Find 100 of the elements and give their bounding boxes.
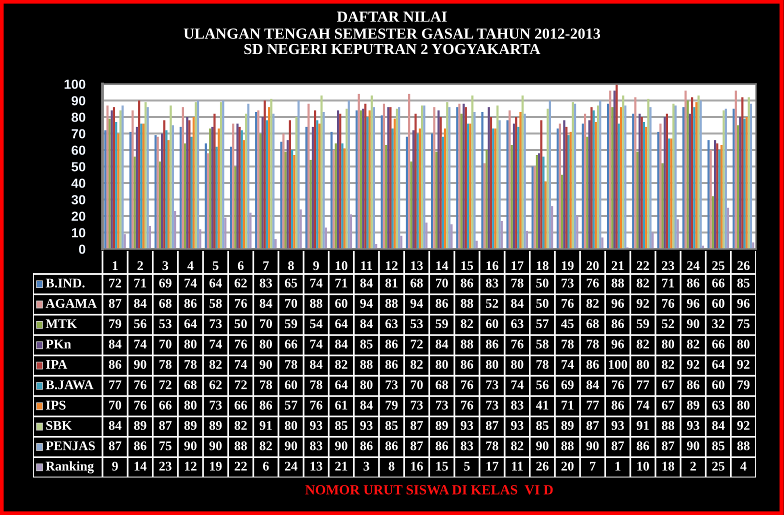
data-label: 20 (561, 462, 574, 471)
data-label: 73 (486, 400, 498, 410)
data-label: 74 (637, 400, 650, 410)
data-label: 73 (386, 380, 398, 390)
bar (334, 143, 337, 249)
bar (647, 98, 650, 249)
data-label: 52 (486, 298, 498, 308)
bar (400, 236, 402, 249)
bar (446, 102, 448, 249)
bar (458, 104, 460, 249)
x-tick-label: 13 (411, 261, 423, 270)
bar (686, 100, 689, 249)
bar (536, 154, 538, 249)
data-label: 64 (712, 360, 725, 369)
bar (362, 108, 364, 249)
bar (392, 128, 394, 249)
bar (142, 124, 145, 249)
data-label: 88 (360, 360, 373, 369)
data-label: 88 (561, 441, 574, 450)
bar (659, 124, 662, 249)
bar (234, 166, 236, 249)
bar (172, 125, 174, 249)
legend-label: IPA (46, 360, 68, 369)
bar (148, 226, 152, 249)
data-label: 54 (310, 319, 322, 328)
data-label: 89 (184, 421, 197, 430)
bar (645, 126, 648, 249)
bar (693, 107, 696, 249)
data-label: 84 (436, 340, 448, 349)
bar (396, 108, 398, 249)
data-label: 70 (285, 298, 298, 308)
data-label: 4 (740, 462, 746, 470)
data-label: 87 (586, 421, 599, 430)
bar (442, 136, 444, 249)
data-label: 70 (436, 278, 448, 288)
data-label: 78 (486, 441, 498, 450)
data-label: 82 (234, 421, 247, 430)
bar (431, 134, 434, 249)
bar (712, 196, 714, 249)
data-label: 76 (234, 340, 247, 349)
bar (538, 153, 540, 249)
data-label: 9 (112, 462, 118, 471)
data-label: 73 (486, 380, 498, 390)
bar (588, 120, 590, 249)
y-tick-label: 10 (72, 228, 86, 238)
legend-label: B.IND. (46, 278, 85, 288)
data-label: 23 (159, 462, 172, 471)
bar (448, 107, 450, 249)
data-label: 17 (486, 462, 498, 470)
data-label: 89 (687, 400, 700, 410)
data-label: 93 (686, 421, 700, 430)
bar (186, 117, 188, 249)
bar (466, 124, 470, 249)
data-label: 78 (586, 340, 599, 349)
y-tick-label: 100 (64, 80, 86, 89)
data-label: 60 (712, 380, 724, 390)
data-label: 90 (184, 441, 197, 450)
data-label: 76 (612, 380, 624, 390)
bar (170, 105, 172, 249)
bar (556, 128, 559, 249)
bar (741, 97, 744, 249)
data-label: 78 (260, 380, 272, 390)
bar (462, 104, 465, 249)
bar (748, 97, 750, 249)
data-label: 87 (410, 441, 423, 450)
data-label: 90 (134, 360, 146, 369)
bar (418, 128, 422, 249)
data-label: 86 (586, 360, 599, 369)
x-tick-label: 16 (486, 261, 498, 270)
data-label: 93 (310, 421, 322, 430)
bar (188, 120, 190, 249)
bar (382, 104, 386, 249)
bar (649, 107, 652, 249)
data-label: 80 (511, 360, 524, 369)
x-tick-label: 3 (162, 261, 168, 270)
bar (586, 136, 588, 249)
data-label: 88 (737, 441, 750, 450)
x-tick-label: 5 (212, 261, 218, 270)
bar (522, 96, 524, 249)
bar (444, 128, 446, 249)
bar (168, 140, 170, 249)
y-tick-label: 30 (71, 195, 86, 204)
data-label: 84 (360, 319, 373, 328)
bar (240, 130, 243, 249)
data-label: 21 (335, 462, 348, 470)
data-label: 80 (636, 360, 649, 369)
data-label: 41 (536, 400, 548, 410)
data-label: 78 (536, 360, 549, 369)
x-tick-label: 17 (512, 261, 524, 270)
x-tick-label: 24 (687, 261, 700, 270)
data-label: 90 (260, 360, 272, 369)
data-label: 82 (410, 360, 423, 369)
data-label: 3 (364, 462, 370, 471)
bar (360, 110, 362, 249)
bar (718, 150, 720, 249)
bar (622, 96, 624, 249)
data-label: 74 (134, 340, 147, 348)
data-label: 80 (260, 340, 272, 349)
data-label: 87 (486, 421, 498, 430)
bar (346, 108, 348, 249)
